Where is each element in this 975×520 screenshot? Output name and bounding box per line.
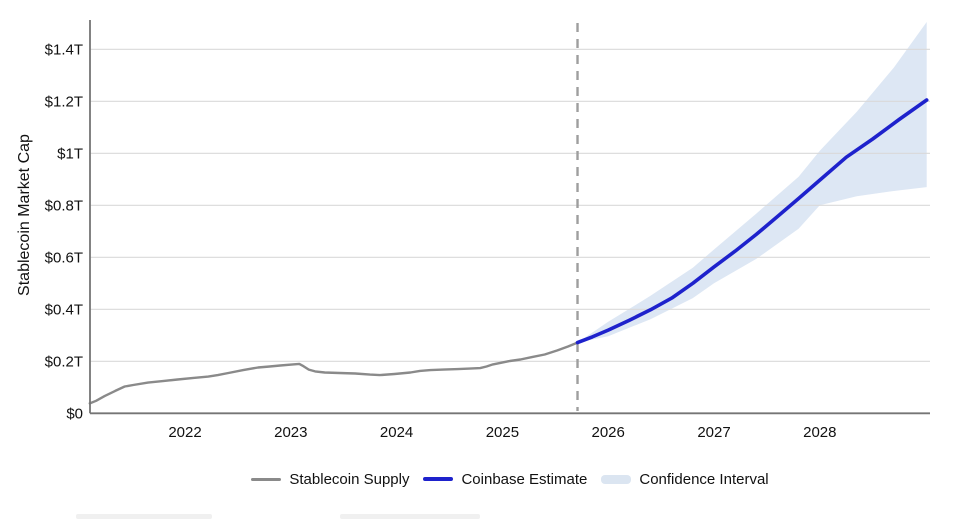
gray-line-swatch-icon [251, 477, 282, 481]
y-tick-label: $1.4T [45, 41, 83, 58]
legend-item-coinbase-estimate: Coinbase Estimate [423, 471, 587, 488]
confidence-interval-band [577, 22, 927, 343]
x-axis-labels: 2022 2023 2024 2025 2026 2027 2028 [168, 424, 836, 441]
y-tick-label: $1.2T [45, 93, 83, 110]
legend-label: Confidence Interval [639, 470, 769, 488]
y-tick-label: $0.4T [45, 301, 83, 318]
stablecoin-supply-line [88, 341, 579, 405]
legend-label: Stablecoin Supply [289, 470, 410, 488]
coinbase-estimate-line [575, 98, 929, 345]
legend-label: Coinbase Estimate [461, 470, 588, 488]
y-tick-label: $0.6T [45, 249, 83, 266]
legend-item-confidence-interval: Confidence Interval [601, 470, 769, 488]
chart-legend: Stablecoin Supply Coinbase Estimate Conf… [90, 466, 930, 492]
y-tick-label: $0.8T [45, 197, 83, 214]
x-tick-label: 2022 [168, 424, 201, 441]
y-tick-label: $1T [57, 145, 83, 162]
x-tick-label: 2027 [697, 424, 730, 441]
blue-line-swatch-icon [423, 477, 454, 481]
y-tick-label: $0 [66, 405, 83, 422]
x-tick-label: 2025 [486, 424, 519, 441]
x-tick-label: 2028 [803, 424, 836, 441]
gridlines [90, 48, 930, 362]
x-tick-label: 2023 [274, 424, 307, 441]
x-tick-label: 2026 [592, 424, 625, 441]
x-tick-label: 2024 [380, 424, 413, 441]
y-axis-labels: $0 $0.2T $0.4T $0.6T $0.8T $1T $1.2T $1.4T [45, 41, 83, 422]
cropped-bottom-text-fragment [340, 514, 480, 519]
axes [89, 20, 930, 415]
band-swatch-icon [601, 474, 632, 484]
y-tick-label: $0.2T [45, 353, 83, 370]
cropped-bottom-text-fragment [76, 514, 212, 519]
y-axis-title: Stablecoin Market Cap [16, 134, 33, 296]
legend-item-stablecoin-supply: Stablecoin Supply [251, 471, 409, 488]
